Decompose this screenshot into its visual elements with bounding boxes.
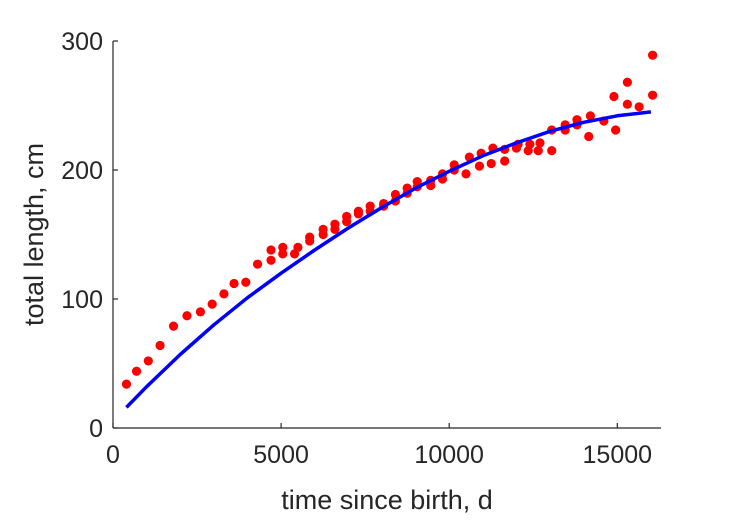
data-point xyxy=(500,156,510,166)
data-point xyxy=(342,211,352,222)
data-point xyxy=(266,245,276,255)
data-point xyxy=(412,177,422,187)
x-tick-label: 10000 xyxy=(414,441,484,469)
y-tick-label: 200 xyxy=(61,157,103,185)
y-tick-label: 0 xyxy=(89,415,103,443)
y-axis-title: total length, cm xyxy=(19,143,49,326)
data-point xyxy=(611,125,621,135)
data-point xyxy=(474,161,485,171)
data-point xyxy=(330,219,340,229)
data-point xyxy=(584,131,594,142)
data-point xyxy=(293,242,303,252)
data-point xyxy=(207,299,217,309)
data-point xyxy=(609,91,619,102)
data-point xyxy=(252,259,263,269)
data-point xyxy=(634,102,644,112)
y-tick-label: 300 xyxy=(61,28,103,56)
data-point xyxy=(533,146,543,156)
data-point xyxy=(585,111,595,121)
data-point xyxy=(143,356,153,366)
data-point xyxy=(121,379,132,389)
data-point xyxy=(353,206,364,216)
data-point xyxy=(219,289,229,299)
data-point xyxy=(318,224,328,234)
data-point xyxy=(266,255,276,265)
data-point xyxy=(155,340,165,351)
data-point xyxy=(229,278,239,289)
data-point xyxy=(535,138,545,148)
x-tick-label: 5000 xyxy=(253,441,309,469)
y-ticks: 0 100 200 300 xyxy=(61,28,118,443)
data-point xyxy=(486,158,496,169)
x-ticks: 0 5000 10000 15000 xyxy=(106,423,652,469)
plot-area xyxy=(121,50,658,409)
fit-curve xyxy=(125,110,652,409)
data-point xyxy=(131,366,142,376)
data-point xyxy=(278,242,288,252)
data-point xyxy=(241,277,251,287)
data-point xyxy=(278,249,288,259)
y-tick-label: 100 xyxy=(61,286,103,314)
data-point xyxy=(622,77,632,87)
x-axis-title: time since birth, d xyxy=(281,485,493,515)
x-tick-label: 15000 xyxy=(583,441,653,469)
data-point xyxy=(365,201,375,211)
data-point xyxy=(195,307,206,317)
data-point xyxy=(547,146,557,156)
data-point xyxy=(168,321,179,331)
data-point xyxy=(647,90,658,100)
data-point xyxy=(305,232,315,242)
data-point xyxy=(182,311,192,321)
data-point xyxy=(622,99,632,109)
data-point xyxy=(525,139,535,149)
data-point xyxy=(461,169,471,179)
x-tick-label: 0 xyxy=(106,441,120,469)
data-point xyxy=(647,50,658,60)
